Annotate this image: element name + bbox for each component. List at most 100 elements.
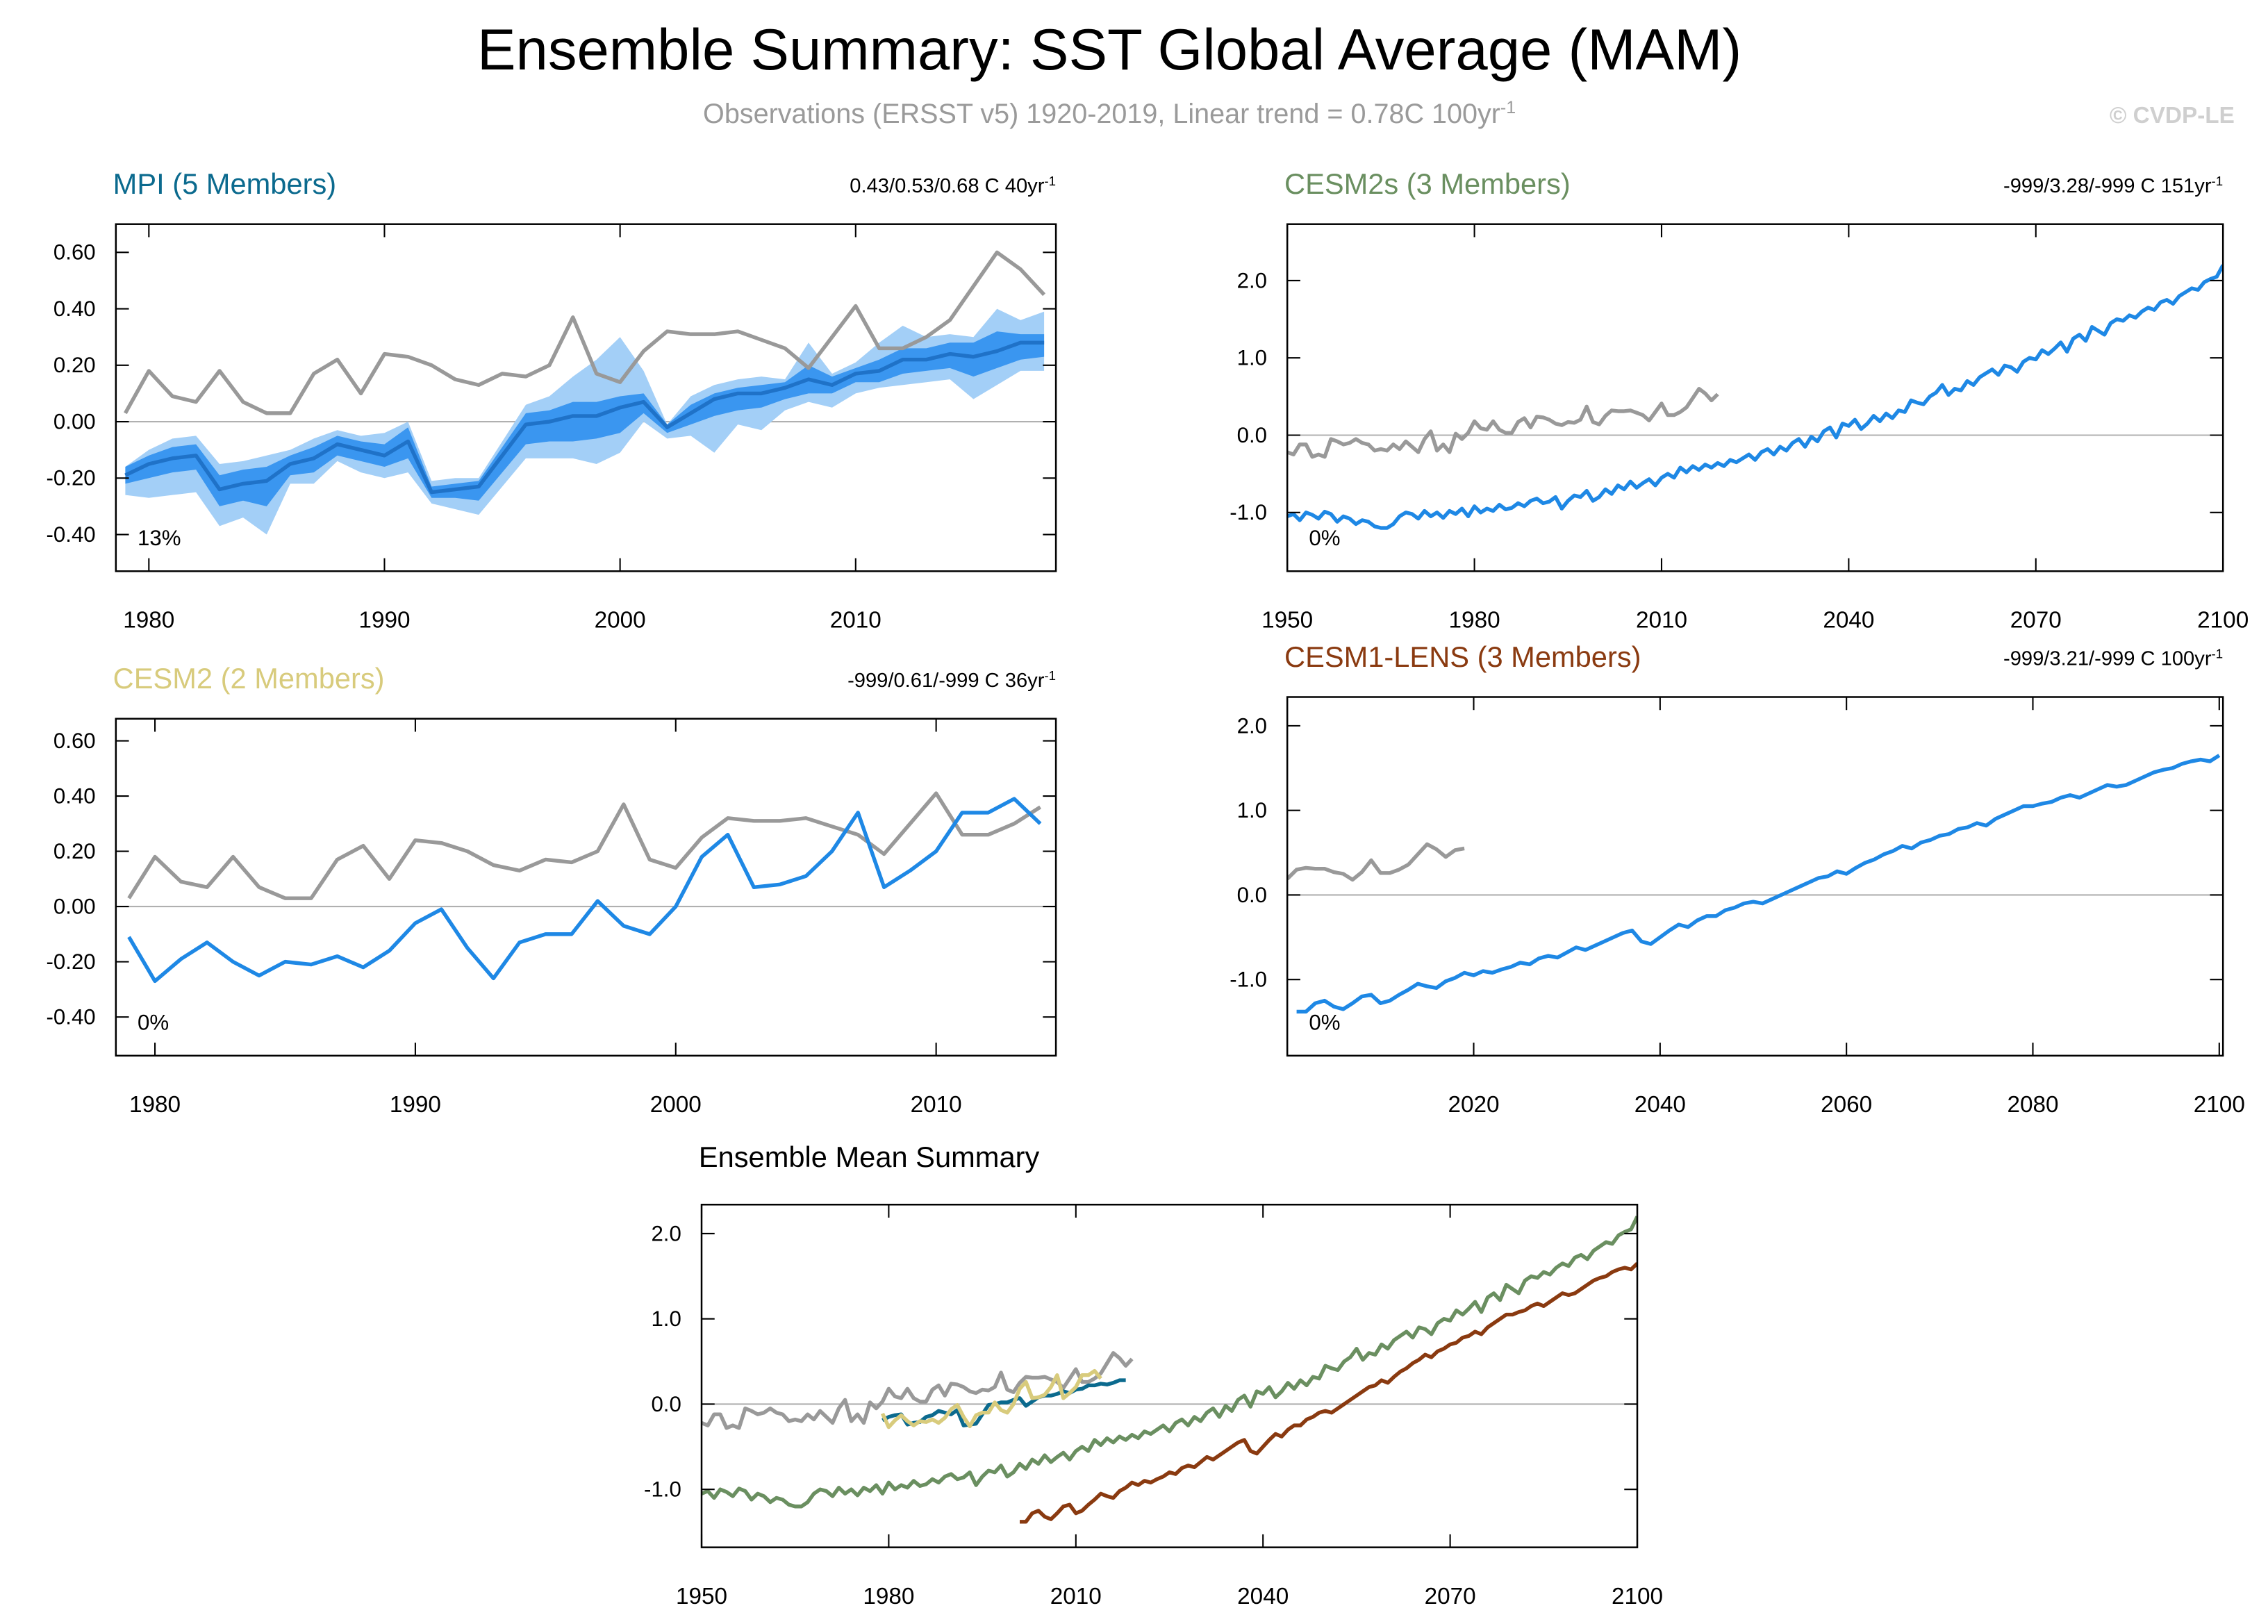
y-tick-label: -0.20 xyxy=(47,466,96,490)
y-tick-label: 2.0 xyxy=(651,1221,681,1245)
trend-label: -999/3.21/-999 C 100yr-1 xyxy=(2003,646,2223,670)
panel-title-text: CESM2 (2 Members) xyxy=(113,662,385,695)
panel-title: CESM1-LENS (3 Members) xyxy=(1284,640,1641,673)
figure-title: Ensemble Summary: SST Global Average (MA… xyxy=(477,17,1741,82)
x-tick-label: 2070 xyxy=(1425,1584,1476,1609)
x-tick-label: 2040 xyxy=(1237,1584,1289,1609)
y-tick-label: 0.00 xyxy=(53,895,96,919)
y-tick-label: 1.0 xyxy=(1237,346,1267,370)
x-tick-label: 2010 xyxy=(1636,608,1687,633)
y-tick-label: -1.0 xyxy=(644,1477,681,1502)
panel-title: MPI (5 Members) xyxy=(113,167,336,200)
annotation: 0% xyxy=(1309,1010,1340,1034)
y-tick-label: -1.0 xyxy=(1230,500,1267,524)
series-line xyxy=(1287,842,1465,882)
series-line xyxy=(1019,1261,1638,1524)
panel: -1.0 0.0 1.0 2.0 1950 1980 2010 2040 2070 2100 Ens… xyxy=(644,1141,1663,1609)
subtitle-superscript: -1 xyxy=(1500,98,1516,117)
trend-text: 0.43/0.53/0.68 C 40yr xyxy=(850,175,1044,197)
series-line xyxy=(124,250,1046,415)
subtitle-text: Observations (ERSST v5) 1920-2019, Linea… xyxy=(703,99,1500,129)
y-tick-label: 0.60 xyxy=(53,240,96,265)
trend-superscript: -1 xyxy=(1044,668,1056,682)
trend-text: -999/0.61/-999 C 36yr xyxy=(847,670,1045,692)
series-line xyxy=(880,1368,1102,1430)
y-tick-label: 1.0 xyxy=(1237,798,1267,822)
x-tick-label: 2020 xyxy=(1448,1092,1499,1118)
x-tick-label: 1980 xyxy=(863,1584,914,1609)
x-tick-label: 2080 xyxy=(2007,1092,2058,1118)
y-tick-label: 0.0 xyxy=(1237,423,1267,447)
x-tick-label: 2040 xyxy=(1634,1092,1686,1118)
trend-label: -999/3.28/-999 C 151yr-1 xyxy=(2003,173,2223,197)
x-tick-label: 2000 xyxy=(595,608,646,633)
plot-frame xyxy=(1286,696,2224,1057)
annotation: 0% xyxy=(138,1010,169,1034)
x-tick-label: 1990 xyxy=(390,1092,441,1118)
y-tick-label: 2.0 xyxy=(1237,713,1267,738)
panel-title: Ensemble Mean Summary xyxy=(699,1141,1040,1173)
x-tick-label: 2010 xyxy=(830,608,881,633)
annotation: 13% xyxy=(138,526,181,550)
x-tick-label: 1950 xyxy=(676,1584,727,1609)
series-line xyxy=(702,1216,1638,1509)
y-tick-label: 0.60 xyxy=(53,729,96,753)
panel: -0.40 -0.20 0.00 0.20 0.40 0.60 1980 1990 2000 20… xyxy=(47,167,1057,633)
y-tick-label: 0.0 xyxy=(1237,883,1267,907)
trend-text: -999/3.21/-999 C 100yr xyxy=(2003,648,2212,670)
y-tick-label: -0.40 xyxy=(47,1005,96,1029)
x-tick-label: 2100 xyxy=(2194,1092,2245,1118)
series-line xyxy=(127,797,1042,984)
panel-title: CESM2 (2 Members) xyxy=(113,662,385,695)
plot-area xyxy=(1287,264,2224,530)
panel-title: CESM2s (3 Members) xyxy=(1284,167,1571,200)
plot-frame xyxy=(115,223,1057,572)
figure-subtitle: Observations (ERSST v5) 1920-2019, Linea… xyxy=(703,98,1516,129)
panel-title-text: CESM2s (3 Members) xyxy=(1284,167,1571,200)
x-tick-label: 2100 xyxy=(2197,608,2249,633)
trend-label: 0.43/0.53/0.68 C 40yr-1 xyxy=(850,173,1056,197)
y-tick-label: 0.20 xyxy=(53,839,96,863)
y-tick-label: 1.0 xyxy=(651,1307,681,1331)
plot-area xyxy=(115,250,1057,535)
panel-title-text: CESM1-LENS (3 Members) xyxy=(1284,640,1641,673)
x-tick-label: 1980 xyxy=(1449,608,1500,633)
series-line xyxy=(1296,754,2221,1014)
x-tick-label: 2010 xyxy=(1050,1584,1102,1609)
plot-frame xyxy=(115,718,1057,1057)
y-tick-label: -0.40 xyxy=(47,522,96,547)
x-tick-label: 1950 xyxy=(1261,608,1313,633)
plot-frame xyxy=(700,1203,1639,1548)
panel-title-text: MPI (5 Members) xyxy=(113,167,336,200)
series-line xyxy=(124,340,1045,495)
y-tick-label: 0.0 xyxy=(651,1392,681,1416)
y-tick-label: 0.00 xyxy=(53,409,96,433)
y-tick-label: 2.0 xyxy=(1237,268,1267,292)
x-tick-label: 2070 xyxy=(2010,608,2062,633)
trend-superscript: -1 xyxy=(2212,173,2224,188)
x-tick-label: 2060 xyxy=(1821,1092,1872,1118)
spread-band xyxy=(125,331,1045,506)
plot-area xyxy=(702,1216,1638,1524)
trend-label: -999/0.61/-999 C 36yr-1 xyxy=(847,668,1056,692)
trend-superscript: -1 xyxy=(2212,646,2224,661)
annotation: 0% xyxy=(1309,526,1340,550)
x-tick-label: 2040 xyxy=(1823,608,1874,633)
x-tick-label: 1980 xyxy=(129,1092,181,1118)
plot-area xyxy=(1287,754,2224,1014)
series-line xyxy=(881,1378,1126,1427)
y-tick-label: -1.0 xyxy=(1230,968,1267,992)
panel-title-text: Ensemble Mean Summary xyxy=(699,1141,1040,1173)
x-tick-label: 2100 xyxy=(1612,1584,1663,1609)
y-tick-label: 0.40 xyxy=(53,297,96,321)
series-line xyxy=(1287,387,1719,459)
y-tick-label: 0.40 xyxy=(53,784,96,808)
plot-area xyxy=(115,791,1057,984)
panel: -1.0 0.0 1.0 2.0 2020 2040 2060 2080 2100 CESM1-L… xyxy=(1230,640,2245,1118)
trend-text: -999/3.28/-999 C 151yr xyxy=(2003,175,2212,197)
panel: -1.0 0.0 1.0 2.0 1950 1980 2010 2040 2070 2100 CES… xyxy=(1230,167,2249,633)
trend-superscript: -1 xyxy=(1044,173,1056,188)
